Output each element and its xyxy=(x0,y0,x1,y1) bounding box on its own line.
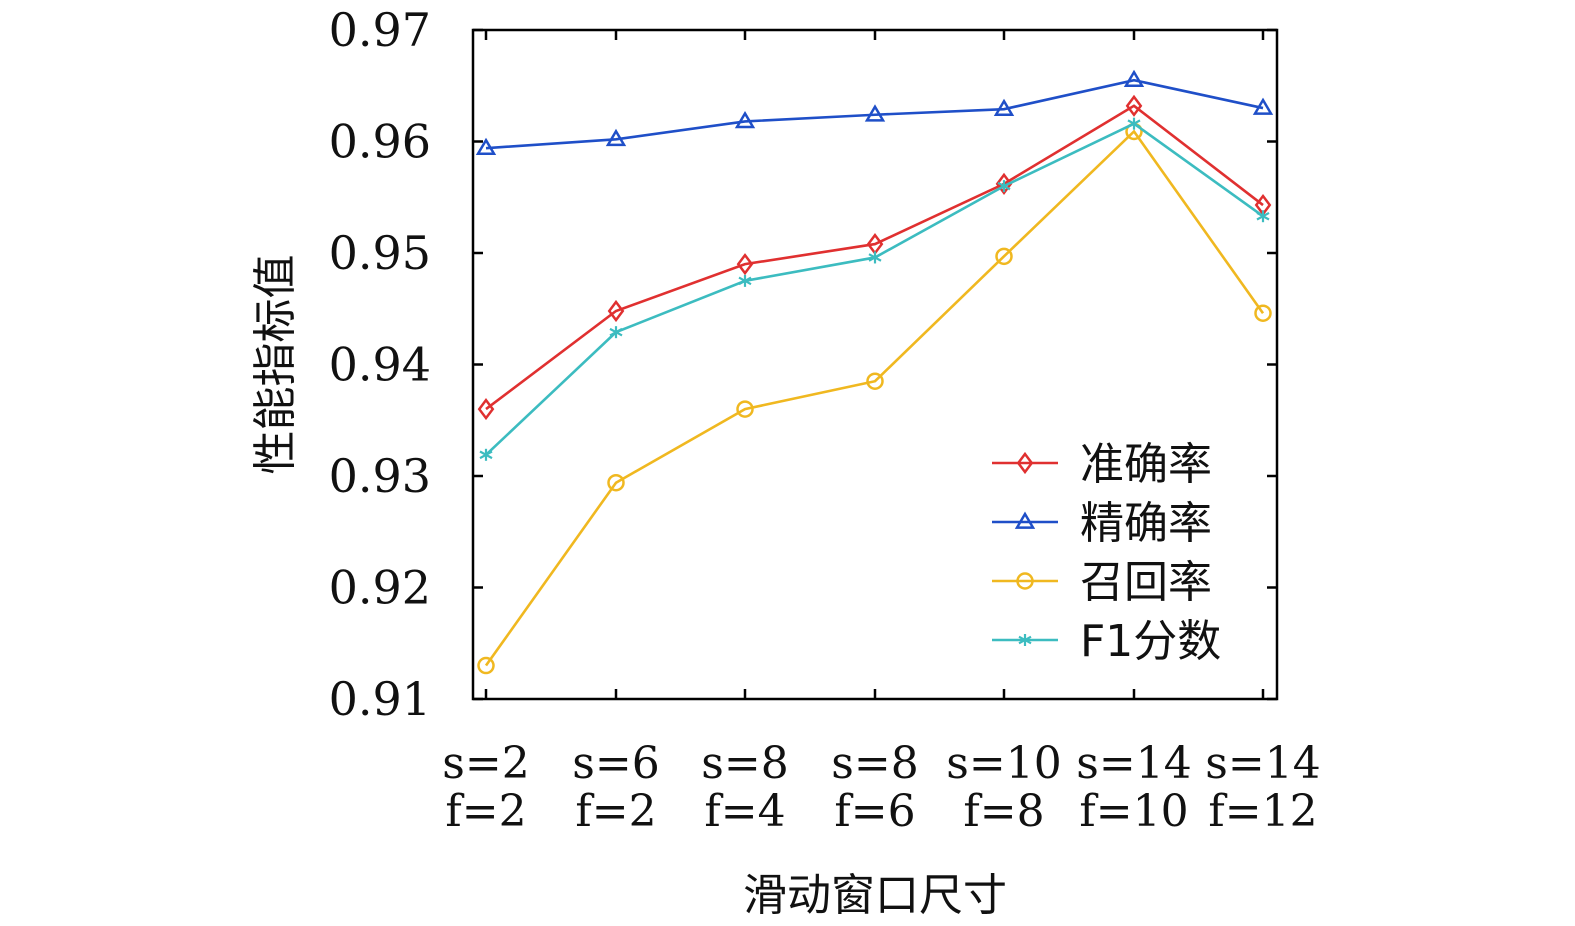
x-tick-label-s: s=8 xyxy=(701,738,788,789)
data-point xyxy=(1256,210,1270,223)
legend-marker xyxy=(1016,572,1034,590)
x-tick-label-s: s=10 xyxy=(946,738,1061,789)
legend-entry: F1分数 xyxy=(992,616,1221,667)
y-tick-label: 0.93 xyxy=(329,449,431,503)
axes-layer: 0.910.920.930.940.950.960.97s=2f=2s=6f=2… xyxy=(250,3,1321,921)
x-tick-label-f: f=2 xyxy=(575,786,656,837)
legend-marker xyxy=(1016,451,1034,475)
legend-label: 精确率 xyxy=(1080,498,1212,549)
data-point xyxy=(477,656,495,675)
data-point xyxy=(477,398,495,421)
data-point xyxy=(995,172,1013,195)
y-tick-label: 0.94 xyxy=(329,338,431,392)
data-point xyxy=(1252,97,1274,115)
y-tick-label: 0.95 xyxy=(329,226,431,280)
x-tick-label-s: s=14 xyxy=(1205,738,1320,789)
y-tick-label: 0.96 xyxy=(329,115,431,169)
data-point xyxy=(1254,304,1272,322)
legend-label: F1分数 xyxy=(1080,616,1221,667)
series-3 xyxy=(479,117,1270,461)
legend-entry: 精确率 xyxy=(992,498,1212,549)
x-tick-label-s: s=6 xyxy=(572,738,659,789)
legend-label: 准确率 xyxy=(1080,439,1212,490)
data-point xyxy=(866,372,884,390)
data-point xyxy=(609,326,623,339)
series-1 xyxy=(475,69,1274,156)
x-tick-label-s: s=14 xyxy=(1076,738,1191,789)
legend-entry: 准确率 xyxy=(992,439,1212,490)
legend-marker xyxy=(1018,634,1032,646)
data-point xyxy=(736,400,754,418)
data-point xyxy=(1127,117,1141,130)
data-point xyxy=(993,98,1015,117)
data-point xyxy=(738,274,752,287)
series-line xyxy=(484,129,1265,667)
x-tick-label-f: f=10 xyxy=(1079,786,1188,837)
x-tick-label-f: f=4 xyxy=(704,786,785,837)
x-tick-label-f: f=6 xyxy=(834,786,915,837)
legend-label: 召回率 xyxy=(1080,557,1212,608)
data-point xyxy=(995,247,1013,266)
x-tick-label-f: f=12 xyxy=(1208,786,1317,837)
data-point xyxy=(864,104,886,122)
data-point xyxy=(479,448,493,461)
data-point xyxy=(607,473,625,492)
data-point xyxy=(605,128,627,147)
y-tick-label: 0.97 xyxy=(329,3,431,57)
x-tick-label-s: s=2 xyxy=(442,738,529,789)
x-tick-label-s: s=8 xyxy=(831,738,918,789)
data-point xyxy=(736,253,754,276)
legend-marker xyxy=(1014,511,1036,529)
data-point xyxy=(1123,69,1145,88)
data-point xyxy=(1125,94,1143,117)
series-line xyxy=(485,78,1264,150)
series-2 xyxy=(477,122,1272,675)
legend-entry: 召回率 xyxy=(992,557,1212,608)
series-line xyxy=(485,122,1264,456)
data-point xyxy=(868,251,882,264)
x-tick-label-f: f=8 xyxy=(963,786,1044,837)
y-axis-title: 性能指标值 xyxy=(250,255,301,475)
x-axis-title: 滑动窗口尺寸 xyxy=(743,870,1007,921)
data-point xyxy=(734,110,756,129)
data-point xyxy=(997,180,1011,193)
series-line xyxy=(485,104,1264,411)
y-tick-label: 0.91 xyxy=(329,672,431,726)
series-layer xyxy=(475,69,1274,675)
data-point xyxy=(475,137,497,156)
y-tick-label: 0.92 xyxy=(329,561,431,615)
x-tick-label-f: f=2 xyxy=(445,786,526,837)
data-point xyxy=(607,299,625,323)
